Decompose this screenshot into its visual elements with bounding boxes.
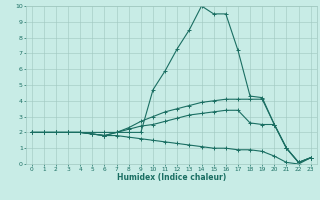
X-axis label: Humidex (Indice chaleur): Humidex (Indice chaleur) <box>116 173 226 182</box>
